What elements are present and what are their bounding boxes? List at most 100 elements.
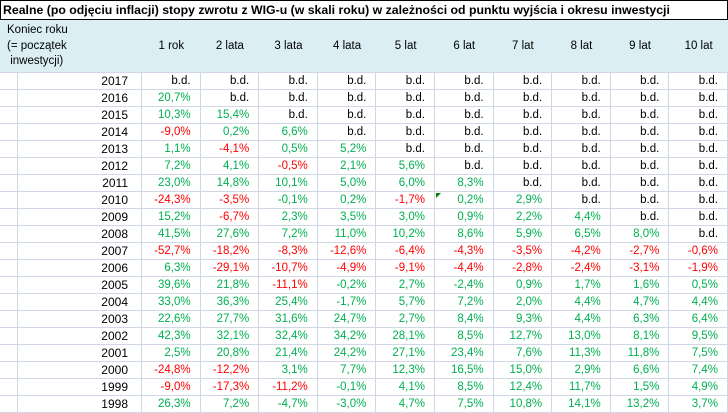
value-cell[interactable]: 0,2% — [201, 124, 260, 140]
value-cell[interactable]: b.d. — [259, 73, 318, 89]
value-cell[interactable]: 4,1% — [201, 158, 260, 174]
value-cell[interactable]: 8,0% — [611, 226, 670, 242]
value-cell[interactable]: 10,1% — [259, 175, 318, 191]
value-cell[interactable]: 23,0% — [142, 175, 201, 191]
value-cell[interactable]: b.d. — [494, 124, 553, 140]
value-cell[interactable]: -9,0% — [142, 379, 201, 395]
value-cell[interactable]: -0,6% — [669, 243, 728, 259]
value-cell[interactable]: 12,3% — [376, 362, 435, 378]
value-cell[interactable]: b.d. — [435, 141, 494, 157]
year-cell[interactable]: 2008 — [18, 226, 142, 242]
value-cell[interactable]: b.d. — [669, 141, 728, 157]
value-cell[interactable]: b.d. — [611, 141, 670, 157]
value-cell[interactable]: -6,4% — [376, 243, 435, 259]
value-cell[interactable]: 34,2% — [318, 328, 377, 344]
value-cell[interactable]: b.d. — [142, 73, 201, 89]
year-cell[interactable]: 2002 — [18, 328, 142, 344]
value-cell[interactable]: 28,1% — [376, 328, 435, 344]
year-cell[interactable]: 2015 — [18, 107, 142, 123]
value-cell[interactable]: 1,6% — [611, 277, 670, 293]
year-cell[interactable]: 2013 — [18, 141, 142, 157]
year-cell[interactable]: 2004 — [18, 294, 142, 310]
value-cell[interactable]: 11,0% — [318, 226, 377, 242]
value-cell[interactable]: 0,5% — [669, 277, 728, 293]
value-cell[interactable]: -9,0% — [142, 124, 201, 140]
value-cell[interactable]: b.d. — [494, 90, 553, 106]
value-cell[interactable]: 6,3% — [611, 311, 670, 327]
year-cell[interactable]: 2012 — [18, 158, 142, 174]
value-cell[interactable]: 8,3% — [435, 175, 494, 191]
value-cell[interactable]: 27,1% — [376, 345, 435, 361]
value-cell[interactable]: b.d. — [201, 90, 260, 106]
year-cell[interactable]: 1999 — [18, 379, 142, 395]
value-cell[interactable]: 13,2% — [611, 396, 670, 412]
value-cell[interactable]: -3,5% — [494, 243, 553, 259]
value-cell[interactable]: 24,2% — [318, 345, 377, 361]
value-cell[interactable]: 2,1% — [318, 158, 377, 174]
value-cell[interactable]: b.d. — [611, 73, 670, 89]
value-cell[interactable]: -2,8% — [494, 260, 553, 276]
value-cell[interactable]: -3,0% — [318, 396, 377, 412]
value-cell[interactable]: 2,7% — [376, 311, 435, 327]
value-cell[interactable]: 3,5% — [318, 209, 377, 225]
value-cell[interactable]: 41,5% — [142, 226, 201, 242]
value-cell[interactable]: 4,4% — [552, 294, 611, 310]
value-cell[interactable]: b.d. — [376, 90, 435, 106]
value-cell[interactable]: 5,2% — [318, 141, 377, 157]
value-cell[interactable]: -10,7% — [259, 260, 318, 276]
value-cell[interactable]: 25,4% — [259, 294, 318, 310]
value-cell[interactable]: -18,2% — [201, 243, 260, 259]
value-cell[interactable]: -29,1% — [201, 260, 260, 276]
year-cell[interactable]: 2014 — [18, 124, 142, 140]
value-cell[interactable]: b.d. — [435, 124, 494, 140]
value-cell[interactable]: 0,2% — [435, 192, 494, 208]
value-cell[interactable]: 10,8% — [494, 396, 553, 412]
value-cell[interactable]: 6,4% — [669, 311, 728, 327]
value-cell[interactable]: -4,7% — [259, 396, 318, 412]
year-cell[interactable]: 2007 — [18, 243, 142, 259]
value-cell[interactable]: 20,7% — [142, 90, 201, 106]
value-cell[interactable]: b.d. — [669, 90, 728, 106]
value-cell[interactable]: 2,7% — [376, 277, 435, 293]
value-cell[interactable]: -8,3% — [259, 243, 318, 259]
value-cell[interactable]: -0,2% — [318, 277, 377, 293]
value-cell[interactable]: 24,7% — [318, 311, 377, 327]
value-cell[interactable]: b.d. — [376, 107, 435, 123]
value-cell[interactable]: -52,7% — [142, 243, 201, 259]
value-cell[interactable]: 2,5% — [142, 345, 201, 361]
value-cell[interactable]: 4,4% — [669, 294, 728, 310]
value-cell[interactable]: b.d. — [494, 107, 553, 123]
value-cell[interactable]: b.d. — [552, 73, 611, 89]
value-cell[interactable]: 2,2% — [494, 209, 553, 225]
value-cell[interactable]: 11,8% — [611, 345, 670, 361]
value-cell[interactable]: 12,4% — [494, 379, 553, 395]
value-cell[interactable]: -11,2% — [259, 379, 318, 395]
value-cell[interactable]: 3,1% — [259, 362, 318, 378]
value-cell[interactable]: 7,5% — [435, 396, 494, 412]
year-cell[interactable]: 2003 — [18, 311, 142, 327]
value-cell[interactable]: b.d. — [376, 124, 435, 140]
value-cell[interactable]: -1,9% — [669, 260, 728, 276]
value-cell[interactable]: b.d. — [611, 192, 670, 208]
value-cell[interactable]: 0,9% — [494, 277, 553, 293]
value-cell[interactable]: b.d. — [318, 124, 377, 140]
value-cell[interactable]: b.d. — [435, 90, 494, 106]
value-cell[interactable]: -12,6% — [318, 243, 377, 259]
value-cell[interactable]: b.d. — [494, 175, 553, 191]
year-cell[interactable]: 2005 — [18, 277, 142, 293]
year-cell[interactable]: 2009 — [18, 209, 142, 225]
value-cell[interactable]: b.d. — [669, 107, 728, 123]
value-cell[interactable]: -12,2% — [201, 362, 260, 378]
value-cell[interactable]: 21,8% — [201, 277, 260, 293]
value-cell[interactable]: -17,3% — [201, 379, 260, 395]
value-cell[interactable]: 11,7% — [552, 379, 611, 395]
value-cell[interactable]: b.d. — [435, 73, 494, 89]
value-cell[interactable]: 9,3% — [494, 311, 553, 327]
value-cell[interactable]: 15,0% — [494, 362, 553, 378]
value-cell[interactable]: 22,6% — [142, 311, 201, 327]
value-cell[interactable]: b.d. — [611, 124, 670, 140]
value-cell[interactable]: b.d. — [435, 107, 494, 123]
value-cell[interactable]: -2,4% — [552, 260, 611, 276]
value-cell[interactable]: b.d. — [552, 158, 611, 174]
value-cell[interactable]: -0,5% — [259, 158, 318, 174]
